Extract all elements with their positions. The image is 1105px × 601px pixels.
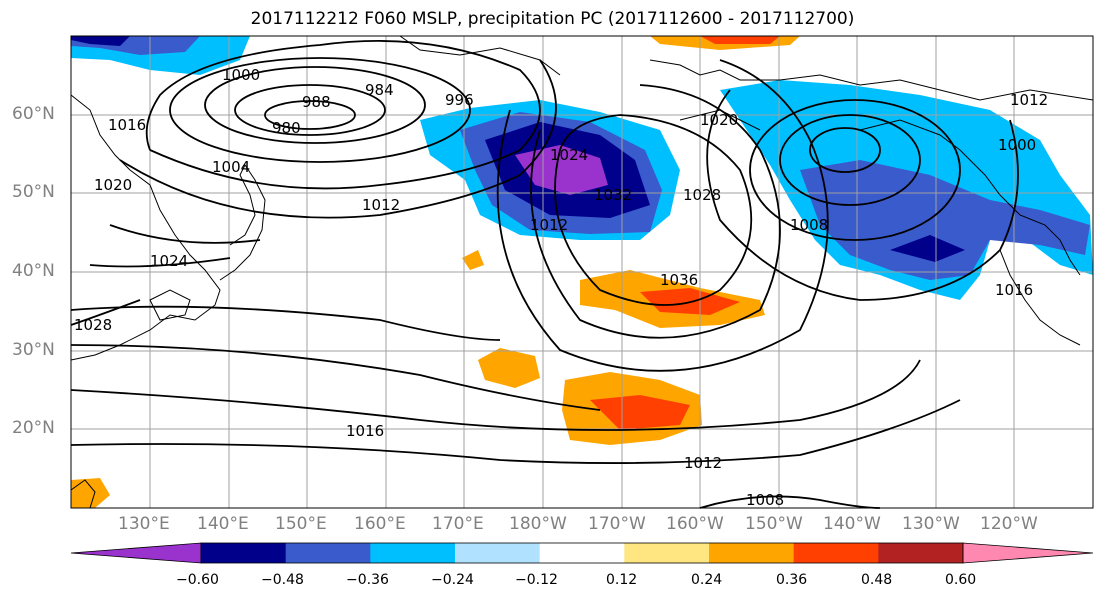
isobar-label: 1024 bbox=[150, 252, 188, 270]
lon-label: 150°E bbox=[275, 514, 327, 534]
isobars bbox=[70, 40, 1019, 509]
colorbar-segment bbox=[624, 543, 710, 563]
colorbar-tick-label: 0.24 bbox=[691, 572, 723, 588]
colorbar-segment bbox=[539, 543, 625, 563]
colorbar-tick-label: 0.12 bbox=[606, 572, 638, 588]
colorbar-tick-label: 0.36 bbox=[776, 572, 808, 588]
colorbar-segment bbox=[709, 543, 795, 563]
lon-label: 160°E bbox=[354, 514, 406, 534]
lon-label: 130°W bbox=[902, 514, 960, 534]
colorbar-segment bbox=[878, 543, 964, 563]
colorbar-tick-label: −0.48 bbox=[261, 572, 304, 588]
map-frame bbox=[70, 35, 1094, 509]
isobar-label: 1028 bbox=[683, 186, 721, 204]
colorbar-segment bbox=[285, 543, 371, 563]
lat-label: 60°N bbox=[12, 104, 55, 124]
isobar-label: 1028 bbox=[74, 316, 112, 334]
colorbar-tick-label: −0.24 bbox=[431, 572, 474, 588]
isobar-label: 1016 bbox=[346, 422, 384, 440]
colorbar-segment bbox=[370, 543, 456, 563]
colorbar-tick-label: −0.60 bbox=[176, 572, 219, 588]
isobar-label: 1012 bbox=[530, 216, 568, 234]
lon-label: 140°E bbox=[197, 514, 249, 534]
isobar-label: 1008 bbox=[746, 491, 784, 509]
isobar-label: 988 bbox=[302, 93, 331, 111]
colorbar-extend-high bbox=[962, 542, 1094, 564]
isobar-label: 1008 bbox=[790, 216, 828, 234]
lon-label: 130°E bbox=[118, 514, 170, 534]
colorbar-outline bbox=[200, 542, 964, 564]
isobar-label: 980 bbox=[272, 119, 301, 137]
colorbar-segment bbox=[201, 543, 287, 563]
isobar-label: 1032 bbox=[594, 186, 632, 204]
isobar-label: 1020 bbox=[700, 111, 738, 129]
isobar-label: 1004 bbox=[212, 158, 250, 176]
colorbar-extend-low bbox=[70, 542, 202, 564]
colorbar bbox=[70, 542, 1094, 564]
isobar-label: 1016 bbox=[108, 116, 146, 134]
isobar-label: 1000 bbox=[222, 66, 260, 84]
lon-label: 140°W bbox=[823, 514, 881, 534]
colorbar-segment bbox=[793, 543, 879, 563]
lon-label: 170°E bbox=[432, 514, 484, 534]
isobar-label: 1012 bbox=[362, 196, 400, 214]
colorbar-tick-label: 0.48 bbox=[861, 572, 893, 588]
lon-label: 170°W bbox=[588, 514, 646, 534]
colorbar-tick-label: 0.60 bbox=[945, 572, 977, 588]
isobar-label: 1000 bbox=[998, 136, 1036, 154]
isobar-label: 996 bbox=[445, 91, 474, 109]
colorbar-tick-label: −0.12 bbox=[515, 572, 558, 588]
lon-label: 180°W bbox=[509, 514, 567, 534]
lat-label: 30°N bbox=[12, 340, 55, 360]
lat-label: 40°N bbox=[12, 261, 55, 281]
isobar-label: 1024 bbox=[550, 146, 588, 164]
isobar-label: 984 bbox=[365, 81, 394, 99]
isobar-label: 1012 bbox=[1010, 91, 1048, 109]
isobar-label: 1020 bbox=[94, 176, 132, 194]
colorbar-segment bbox=[455, 543, 541, 563]
lon-label: 160°W bbox=[666, 514, 724, 534]
map-title: 2017112212 F060 MSLP, precipitation PC (… bbox=[250, 9, 855, 29]
isobar-label: 1016 bbox=[995, 281, 1033, 299]
isobar-labels: 1000 988 980 984 996 1004 1012 1016 1020… bbox=[74, 66, 1048, 509]
lon-label: 150°W bbox=[745, 514, 803, 534]
lat-label: 20°N bbox=[12, 418, 55, 438]
precipitation-shading bbox=[71, 36, 1093, 508]
isobar-label: 1012 bbox=[684, 454, 722, 472]
colorbar-tick-label: −0.36 bbox=[346, 572, 389, 588]
lon-label: 120°W bbox=[980, 514, 1038, 534]
lat-label: 50°N bbox=[12, 182, 55, 202]
isobar-label: 1036 bbox=[660, 271, 698, 289]
